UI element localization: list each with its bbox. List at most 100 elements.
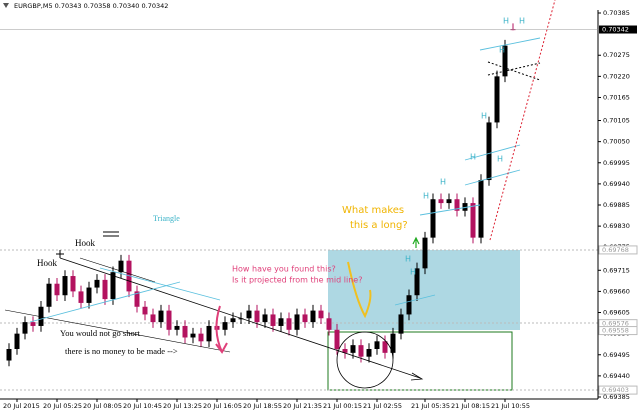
- x-tick-label: 21 Jul 00:15: [323, 402, 362, 410]
- candle-body: [398, 314, 404, 334]
- mid-line: [464, 169, 521, 186]
- candle-body: [166, 310, 172, 330]
- trend-line: [79, 257, 156, 283]
- annotation: Triangle: [153, 214, 180, 223]
- candle-body: [494, 76, 500, 123]
- x-tick-label: 20 Jul 05:25: [43, 402, 82, 410]
- candle-body: [70, 276, 76, 292]
- channel: [487, 62, 541, 76]
- y-tick-label: 0.69495: [603, 351, 630, 359]
- candle-body: [254, 310, 260, 323]
- level-label: 0.69558: [602, 327, 629, 335]
- x-tick-label: 20 Jul 16:05: [203, 402, 242, 410]
- candle-body: [6, 349, 12, 361]
- y-tick-label: 0.69605: [603, 309, 630, 317]
- candle-body: [14, 333, 20, 349]
- pink-arrow: [215, 305, 228, 354]
- x-tick-label: 20 Jul 08:05: [83, 402, 122, 410]
- h-label: H: [440, 178, 446, 187]
- candle-body: [366, 349, 372, 357]
- candle-body: [502, 45, 508, 77]
- y-tick-label: 0.70220: [603, 72, 630, 80]
- annotation: Is it projected from the mid line?: [232, 276, 362, 285]
- candle-body: [486, 122, 492, 181]
- price-tag-label: 0.70342: [602, 26, 629, 34]
- candle-body: [430, 199, 436, 238]
- candle-body: [134, 291, 140, 307]
- drawings: [4, 0, 556, 389]
- candle-body: [46, 283, 52, 307]
- annotation: You would not go short: [60, 328, 141, 338]
- candle-body: [294, 314, 300, 330]
- title-icon: [3, 3, 9, 8]
- annotation: Hook: [37, 258, 57, 268]
- projection: [489, 0, 556, 241]
- candle-body: [94, 279, 100, 288]
- h-label: H: [481, 112, 487, 121]
- candle-body: [30, 322, 36, 326]
- candle-body: [326, 318, 332, 330]
- annotation: this a long?: [350, 220, 408, 231]
- candle-body: [302, 314, 308, 323]
- x-tick-label: 20 Jul 10:45: [123, 402, 162, 410]
- y-tick-label: 0.70275: [603, 51, 630, 59]
- level-label: 0.69576: [602, 320, 629, 328]
- candle-body: [438, 199, 444, 204]
- y-tick-label: 0.69440: [603, 372, 630, 380]
- candle-body: [222, 322, 228, 330]
- candle-body: [158, 310, 164, 323]
- y-tick-label: 0.70105: [603, 117, 630, 125]
- mid-line: [394, 294, 436, 306]
- level-tag: [598, 385, 638, 395]
- candle-body: [390, 333, 396, 353]
- candle-body: [182, 325, 188, 338]
- arrow-head: [410, 372, 424, 381]
- level-tag: [598, 245, 638, 255]
- level-label: 0.69768: [602, 246, 629, 254]
- x-tick-label: 20 Jul 21:35: [283, 402, 322, 410]
- x-tick-label: 21 Jul 10:55: [491, 402, 530, 410]
- annotation: What makes: [342, 205, 404, 216]
- y-tick-label: 0.69660: [603, 287, 630, 295]
- candle-body: [478, 180, 484, 238]
- x-tick-label: 21 Jul 08:15: [451, 402, 490, 410]
- candle-body: [422, 237, 428, 269]
- trend-line: [4, 309, 231, 353]
- candle-body: [374, 341, 380, 349]
- candle-body: [334, 329, 340, 349]
- yellow-arrow: [347, 261, 372, 319]
- h-label: H: [405, 255, 411, 264]
- annotation: there is no money to be made -->: [65, 346, 178, 356]
- candle-body: [262, 314, 268, 323]
- h-label: H: [503, 17, 509, 26]
- candle-body: [22, 322, 28, 334]
- trend-line: [59, 257, 421, 379]
- chart-title: EURGBP,M5 0.70343 0.70358 0.70340 0.7034…: [14, 2, 168, 10]
- x-tick-label: 20 Jul 2015: [3, 402, 40, 410]
- candle-body: [278, 318, 284, 326]
- candle-body: [350, 345, 356, 353]
- mid-line: [419, 204, 481, 216]
- candle-body: [358, 345, 364, 357]
- candle-body: [286, 318, 292, 330]
- candle-body: [62, 276, 68, 296]
- mid-line: [99, 267, 221, 301]
- price-tag: [599, 25, 637, 34]
- h-label: H: [423, 192, 429, 201]
- candle-body: [102, 279, 108, 300]
- candle-body: [190, 333, 196, 338]
- candle-body: [230, 318, 236, 323]
- mid-line: [479, 37, 541, 51]
- candle-body: [382, 341, 388, 353]
- mid-line: [29, 281, 181, 323]
- candle-body: [238, 318, 244, 320]
- candle-body: [318, 310, 324, 319]
- annotation: How have you found this?: [232, 265, 336, 274]
- y-tick-label: 0.70165: [603, 93, 630, 101]
- y-tick-label: 0.69385: [603, 393, 630, 401]
- candle-body: [86, 287, 92, 303]
- candle-body: [470, 203, 476, 238]
- candle-body: [246, 310, 252, 319]
- level-label: 0.69403: [602, 386, 629, 394]
- h-label: H: [499, 46, 505, 55]
